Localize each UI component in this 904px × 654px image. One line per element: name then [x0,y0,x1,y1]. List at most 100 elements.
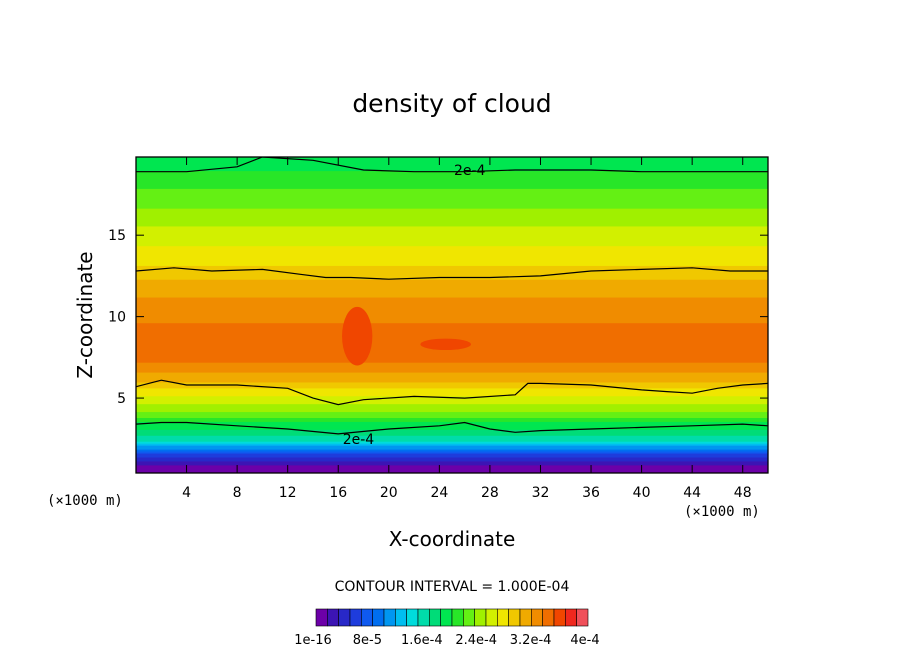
density-band [136,241,768,245]
max-core [420,338,471,351]
density-band [136,283,768,286]
density-band [136,166,768,170]
colorbar-swatch [406,608,419,627]
density-band [136,425,768,428]
density-band [136,409,768,413]
density-band [136,450,768,454]
x-tick-label: 8 [233,485,242,501]
colorbar-swatch [497,608,509,627]
max-density-core [342,306,471,366]
x-tick-label: 24 [430,485,448,501]
colorbar-tick-label: 3.2e-4 [510,633,552,648]
colorbar-tick-label: 1.6e-4 [401,633,443,648]
colorbar-tick-labels: 1e-16 8e-5 1.6e-4 2.4e-4 3.2e-4 4e-4 [294,633,599,648]
density-band [136,279,768,282]
density-band [136,249,768,253]
density-band [136,184,768,187]
density-band [136,322,768,326]
contour-line [136,379,768,406]
density-band [136,350,768,353]
density-band [136,225,768,229]
density-band [136,407,768,411]
density-band [136,306,768,310]
colorbar-swatch [553,608,566,627]
colorbar-tick-label: 4e-4 [570,633,599,648]
x-axis-label: X-coordinate [389,527,516,551]
density-band [136,328,768,332]
density-band [136,206,768,209]
density-band [136,196,768,199]
x-tick-label: 48 [734,485,752,501]
plot-area [136,157,768,473]
density-band [136,447,768,450]
density-band [136,194,768,197]
density-band [136,158,768,162]
density-band [136,237,768,241]
density-band [136,176,768,180]
density-band [136,401,768,405]
contour-labels: 2e-4 2e-4 [343,163,486,448]
x-tick-label: 28 [481,485,499,501]
density-band [136,466,768,470]
density-band [136,405,768,409]
density-band [136,267,768,270]
density-band [136,395,768,399]
contour-label: 2e-4 [454,163,486,179]
density-band [136,219,768,223]
colorbar-swatch [395,608,407,627]
x-tick-label: 36 [582,485,600,501]
density-band [136,304,768,308]
density-band [136,277,768,280]
density-band [136,470,768,473]
colorbar-swatch [349,608,362,627]
density-band [136,377,768,381]
density-band [136,454,768,458]
y-tick-label: 5 [117,391,126,407]
x-axis-ticks: 4 8 12 16 20 24 28 32 36 40 44 48 [182,157,752,501]
density-band [136,168,768,172]
density-band [136,403,768,407]
density-band [136,310,768,314]
density-bands [136,157,768,473]
density-band [136,287,768,290]
density-band [136,243,768,247]
density-band [136,456,768,460]
contour-label: 2e-4 [343,432,375,448]
density-band [136,433,768,436]
density-band [136,437,768,440]
density-band [136,157,768,160]
density-band [136,182,768,185]
density-band [136,324,768,328]
density-band [136,393,768,397]
density-band [136,381,768,385]
density-band [136,320,768,324]
density-band [136,336,768,339]
density-band [136,233,768,237]
density-band [136,318,768,322]
density-band [136,302,768,306]
density-band [136,371,768,375]
colorbar-tick-label: 2.4e-4 [455,633,497,648]
density-band [136,314,768,318]
density-band [136,464,768,468]
density-band [136,419,768,422]
density-band [136,190,768,193]
x-tick-label: 4 [182,485,191,501]
density-band [136,391,768,395]
y-tick-label: 10 [108,310,126,326]
density-band [136,300,768,304]
colorbar-swatch [485,608,498,627]
density-band [136,164,768,168]
density-band [136,198,768,201]
max-core [342,306,373,366]
density-band [136,334,768,338]
density-band [136,458,768,462]
colorbar-tick-label: 8e-5 [353,633,382,648]
density-band [136,174,768,178]
density-band [136,413,768,417]
contour-line [136,421,768,435]
density-band [136,162,768,166]
density-band [136,281,768,284]
density-band [136,439,768,442]
